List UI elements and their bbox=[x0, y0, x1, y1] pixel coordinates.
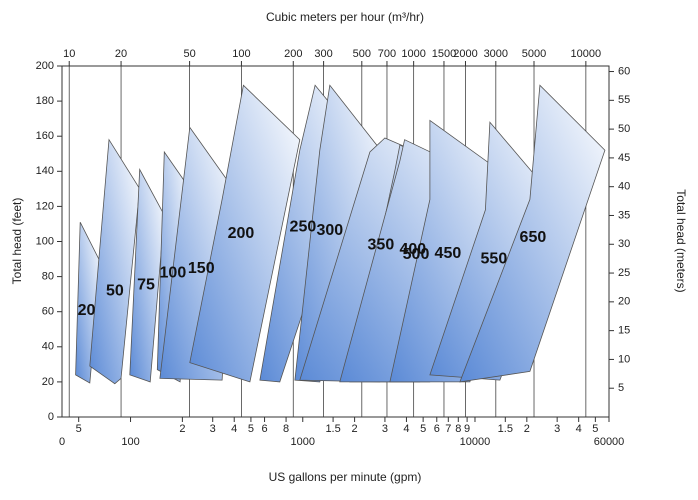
x-tick-label: 5 bbox=[76, 423, 82, 435]
x-tick-label: 3 bbox=[382, 423, 388, 435]
region-label: 650 bbox=[520, 229, 547, 246]
y2-tick-label: 55 bbox=[618, 94, 630, 106]
y-tick-label: 100 bbox=[36, 235, 54, 247]
region-label: 300 bbox=[316, 222, 343, 239]
region-label: 400 bbox=[399, 241, 426, 258]
y-tick-label: 180 bbox=[36, 95, 54, 107]
x-tick-label: 9 bbox=[464, 423, 470, 435]
performance-region bbox=[189, 84, 301, 383]
y-tick-label: 140 bbox=[36, 165, 54, 177]
region-label: 450 bbox=[435, 245, 462, 262]
y-tick-label: 20 bbox=[42, 376, 54, 388]
region-label: 250 bbox=[290, 219, 317, 236]
y2-tick-label: 5 bbox=[618, 382, 624, 394]
y2-tick-label: 45 bbox=[618, 152, 630, 164]
x-tick-label: 10000 bbox=[460, 436, 491, 448]
y2-tick-label: 40 bbox=[618, 181, 630, 193]
x2-tick-label: 10000 bbox=[571, 48, 602, 60]
y2-tick-label: 20 bbox=[618, 296, 630, 308]
x2-tick-label: 200 bbox=[284, 48, 302, 60]
y2-tick-label: 10 bbox=[618, 353, 630, 365]
performance-region bbox=[129, 168, 165, 383]
y-axis-title: Total head (feet) bbox=[10, 198, 24, 285]
x-tick-label: 100 bbox=[121, 436, 139, 448]
y2-tick-label: 50 bbox=[618, 123, 630, 135]
y-tick-label: 0 bbox=[48, 411, 54, 423]
x-tick-label: 4 bbox=[403, 423, 409, 435]
y2-tick-label: 30 bbox=[618, 238, 630, 250]
x2-tick-label: 700 bbox=[378, 48, 396, 60]
x-tick-label: 2 bbox=[352, 423, 358, 435]
x-tick-label: 3 bbox=[210, 423, 216, 435]
x-tick-label: 5 bbox=[248, 423, 254, 435]
x-tick-label: 5 bbox=[592, 423, 598, 435]
region-label: 50 bbox=[106, 283, 124, 300]
x2-tick-label: 50 bbox=[183, 48, 195, 60]
x-tick-label: 7 bbox=[445, 423, 451, 435]
region-label: 75 bbox=[137, 277, 155, 294]
x-tick-label: 4 bbox=[576, 423, 582, 435]
region-label: 500 bbox=[403, 246, 430, 263]
y-tick-label: 80 bbox=[42, 271, 54, 283]
performance-region bbox=[294, 84, 386, 383]
x-origin-label: 0 bbox=[59, 436, 65, 448]
performance-region bbox=[89, 138, 141, 385]
x-tick-label: 3 bbox=[554, 423, 560, 435]
x-tick-label: 8 bbox=[455, 423, 461, 435]
x-tick-label: 60000 bbox=[594, 436, 625, 448]
x-tick-label: 8 bbox=[283, 423, 289, 435]
x2-tick-label: 3000 bbox=[484, 48, 508, 60]
x-tick-label: 5 bbox=[420, 423, 426, 435]
x-tick-label: 2 bbox=[524, 423, 530, 435]
x2-tick-label: 500 bbox=[353, 48, 371, 60]
x2-tick-label: 20 bbox=[115, 48, 127, 60]
y2-axis-title: Total head (meters) bbox=[674, 189, 688, 292]
x-tick-label: 1.5 bbox=[325, 423, 340, 435]
x-axis-title: US gallons per minute (gpm) bbox=[269, 470, 422, 484]
y-tick-label: 120 bbox=[36, 200, 54, 212]
x-tick-label: 4 bbox=[231, 423, 237, 435]
x2-tick-label: 300 bbox=[314, 48, 332, 60]
x-tick-label: 1000 bbox=[291, 436, 315, 448]
region-label: 150 bbox=[188, 260, 215, 277]
region-label: 350 bbox=[368, 237, 395, 254]
x2-tick-label: 5000 bbox=[522, 48, 546, 60]
performance-region bbox=[75, 222, 102, 384]
performance-region bbox=[459, 84, 606, 383]
x-tick-label: 6 bbox=[261, 423, 267, 435]
x2-tick-label: 1000 bbox=[401, 48, 425, 60]
y2-tick-label: 35 bbox=[618, 209, 630, 221]
chart-title: Cubic meters per hour (m³/hr) bbox=[266, 10, 424, 24]
y-tick-label: 60 bbox=[42, 306, 54, 318]
y2-tick-label: 60 bbox=[618, 65, 630, 77]
y2-tick-label: 25 bbox=[618, 267, 630, 279]
x-tick-label: 1.5 bbox=[498, 423, 513, 435]
region-label: 550 bbox=[481, 251, 508, 268]
x2-tick-label: 100 bbox=[232, 48, 250, 60]
y-tick-label: 160 bbox=[36, 130, 54, 142]
x-tick-label: 2 bbox=[179, 423, 185, 435]
region-label: 20 bbox=[78, 302, 96, 319]
x2-tick-label: 10 bbox=[63, 48, 75, 60]
x2-tick-label: 2000 bbox=[453, 48, 477, 60]
region-label: 200 bbox=[228, 225, 255, 242]
y-tick-label: 40 bbox=[42, 341, 54, 353]
x-tick-label: 6 bbox=[434, 423, 440, 435]
x2-tick-label: 1500 bbox=[432, 48, 456, 60]
y2-tick-label: 15 bbox=[618, 325, 630, 337]
region-label: 100 bbox=[160, 264, 187, 281]
y-tick-label: 200 bbox=[36, 60, 54, 72]
